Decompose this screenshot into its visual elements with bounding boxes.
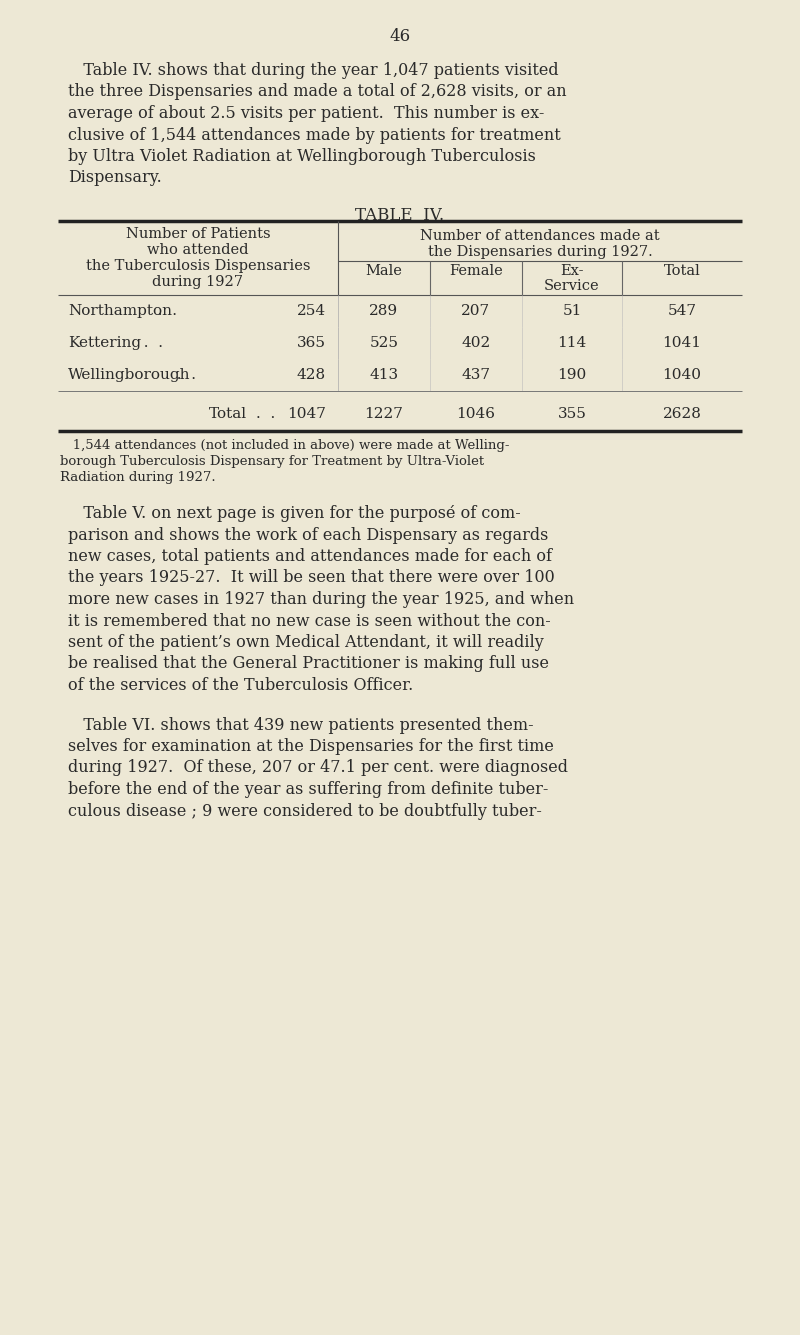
Text: Table V. on next page is given for the purposé of com-: Table V. on next page is given for the p… <box>68 505 521 522</box>
Text: 1041: 1041 <box>662 336 702 350</box>
Text: culous disease ; 9 were considered to be doubtfully tuber-: culous disease ; 9 were considered to be… <box>68 802 542 820</box>
Text: selves for examination at the Dispensaries for the first time: selves for examination at the Dispensari… <box>68 738 554 756</box>
Text: by Ultra Violet Radiation at Wellingborough Tuberculosis: by Ultra Violet Radiation at Wellingboro… <box>68 148 536 166</box>
Text: Total: Total <box>209 407 247 421</box>
Text: 365: 365 <box>297 336 326 350</box>
Text: the Tuberculosis Dispensaries: the Tuberculosis Dispensaries <box>86 259 310 272</box>
Text: 402: 402 <box>462 336 490 350</box>
Text: new cases, total patients and attendances made for each of: new cases, total patients and attendance… <box>68 547 552 565</box>
Text: 413: 413 <box>370 368 398 382</box>
Text: 525: 525 <box>370 336 398 350</box>
Text: average of about 2.5 visits per patient.  This number is ex-: average of about 2.5 visits per patient.… <box>68 105 544 121</box>
Text: during 1927: during 1927 <box>153 275 243 288</box>
Text: 289: 289 <box>370 304 398 318</box>
Text: parison and shows the work of each Dispensary as regards: parison and shows the work of each Dispe… <box>68 526 548 543</box>
Text: the Dispensaries during 1927.: the Dispensaries during 1927. <box>428 246 652 259</box>
Text: Ex-: Ex- <box>560 264 584 278</box>
Text: during 1927.  Of these, 207 or 47.1 per cent. were diagnosed: during 1927. Of these, 207 or 47.1 per c… <box>68 760 568 777</box>
Text: who attended: who attended <box>147 243 249 258</box>
Text: 355: 355 <box>558 407 586 421</box>
Text: .  .: . . <box>134 336 163 350</box>
Text: Number of attendances made at: Number of attendances made at <box>420 230 660 243</box>
Text: Table IV. shows that during the year 1,047 patients visited: Table IV. shows that during the year 1,0… <box>68 61 558 79</box>
Text: 1,544 attendances (not included in above) were made at Welling-: 1,544 attendances (not included in above… <box>60 439 510 453</box>
Text: 1047: 1047 <box>287 407 326 421</box>
Text: Kettering: Kettering <box>68 336 141 350</box>
Text: clusive of 1,544 attendances made by patients for treatment: clusive of 1,544 attendances made by pat… <box>68 127 561 143</box>
Text: Number of Patients: Number of Patients <box>126 227 270 242</box>
Text: Male: Male <box>366 264 402 278</box>
Text: Total: Total <box>664 264 700 278</box>
Text: the three Dispensaries and made a total of 2,628 visits, or an: the three Dispensaries and made a total … <box>68 84 566 100</box>
Text: .  .: . . <box>147 304 177 318</box>
Text: of the services of the Tuberculosis Officer.: of the services of the Tuberculosis Offi… <box>68 677 414 694</box>
Text: Table VI. shows that 439 new patients presented them-: Table VI. shows that 439 new patients pr… <box>68 717 534 733</box>
Text: Female: Female <box>449 264 503 278</box>
Text: it is remembered that no new case is seen without the con-: it is remembered that no new case is see… <box>68 613 550 630</box>
Text: before the end of the year as suffering from definite tuber-: before the end of the year as suffering … <box>68 781 548 798</box>
Text: 207: 207 <box>462 304 490 318</box>
Text: Northampton: Northampton <box>68 304 172 318</box>
Text: Service: Service <box>544 279 600 292</box>
Text: 428: 428 <box>297 368 326 382</box>
Text: 2628: 2628 <box>662 407 702 421</box>
Text: 1227: 1227 <box>365 407 403 421</box>
Text: Radiation during 1927.: Radiation during 1927. <box>60 471 216 485</box>
Text: sent of the patient’s own Medical Attendant, it will readily: sent of the patient’s own Medical Attend… <box>68 634 544 651</box>
Text: borough Tuberculosis Dispensary for Treatment by Ultra-Violet: borough Tuberculosis Dispensary for Trea… <box>60 455 484 469</box>
Text: the years 1925-27.  It will be seen that there were over 100: the years 1925-27. It will be seen that … <box>68 570 554 586</box>
Text: 1040: 1040 <box>662 368 702 382</box>
Text: more new cases in 1927 than during the year 1925, and when: more new cases in 1927 than during the y… <box>68 591 574 607</box>
Text: 1046: 1046 <box>457 407 495 421</box>
Text: 547: 547 <box>667 304 697 318</box>
Text: 51: 51 <box>562 304 582 318</box>
Text: be realised that the General Practitioner is making full use: be realised that the General Practitione… <box>68 655 549 673</box>
Text: 254: 254 <box>297 304 326 318</box>
Text: Wellingborough: Wellingborough <box>68 368 190 382</box>
Text: 114: 114 <box>558 336 586 350</box>
Text: .  .: . . <box>256 407 276 421</box>
Text: 46: 46 <box>390 28 410 45</box>
Text: 437: 437 <box>462 368 490 382</box>
Text: 190: 190 <box>558 368 586 382</box>
Text: .  .: . . <box>167 368 196 382</box>
Text: Dispensary.: Dispensary. <box>68 170 162 187</box>
Text: TABLE  IV.: TABLE IV. <box>355 207 445 224</box>
